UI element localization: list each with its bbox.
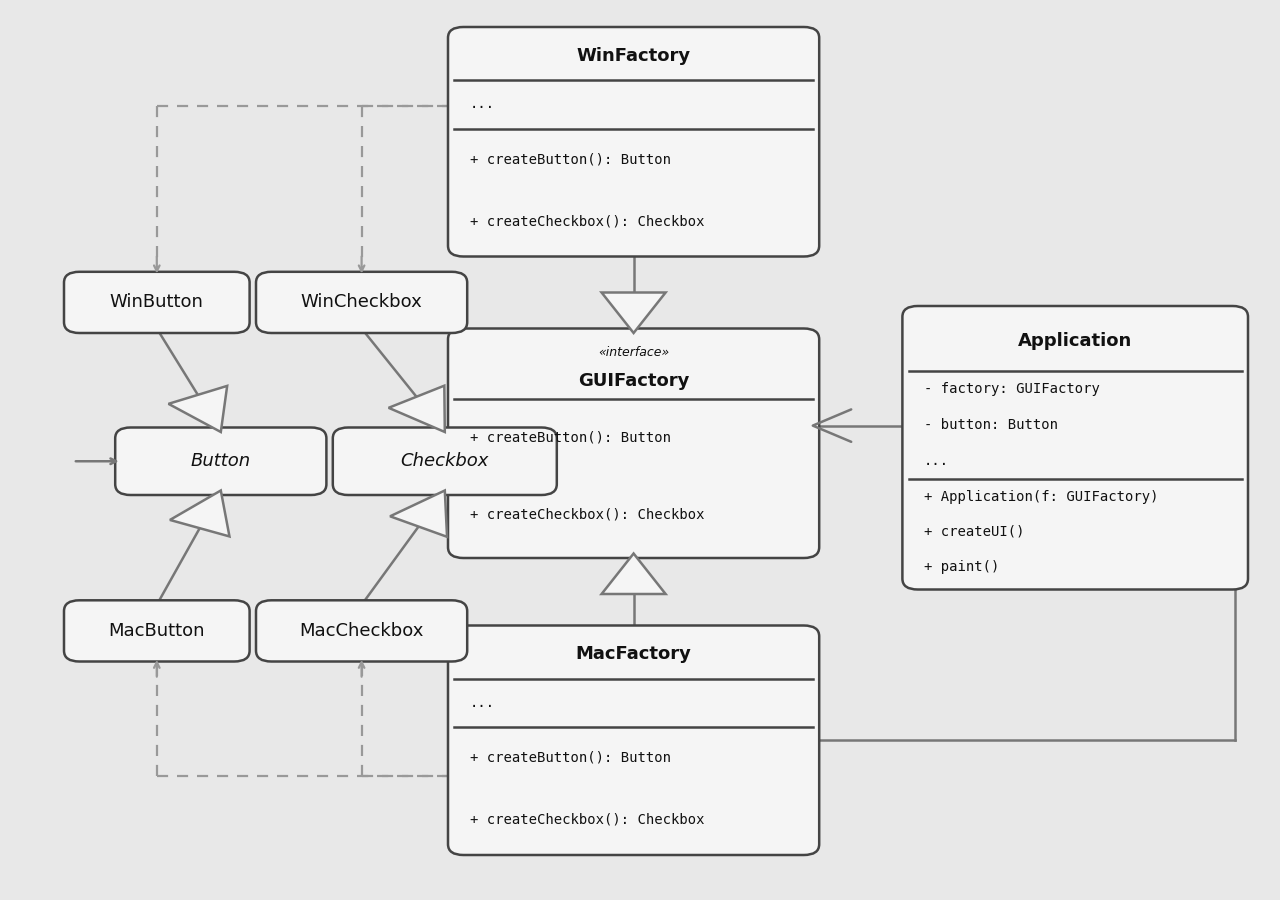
Polygon shape — [602, 554, 666, 594]
Text: WinCheckbox: WinCheckbox — [301, 293, 422, 311]
FancyBboxPatch shape — [333, 428, 557, 495]
Text: + createCheckbox(): Checkbox: + createCheckbox(): Checkbox — [470, 508, 704, 522]
Polygon shape — [390, 491, 447, 536]
Text: «interface»: «interface» — [598, 346, 669, 359]
FancyBboxPatch shape — [448, 27, 819, 256]
Text: ...: ... — [470, 97, 495, 112]
FancyBboxPatch shape — [448, 626, 819, 855]
Text: + createButton(): Button: + createButton(): Button — [470, 431, 671, 445]
Text: + createUI(): + createUI() — [924, 525, 1025, 539]
FancyBboxPatch shape — [256, 600, 467, 662]
Text: MacCheckbox: MacCheckbox — [300, 622, 424, 640]
Text: - button: Button: - button: Button — [924, 418, 1059, 432]
FancyBboxPatch shape — [115, 428, 326, 495]
FancyBboxPatch shape — [64, 600, 250, 662]
FancyBboxPatch shape — [64, 272, 250, 333]
Text: + createButton(): Button: + createButton(): Button — [470, 751, 671, 765]
Text: + Application(f: GUIFactory): + Application(f: GUIFactory) — [924, 490, 1158, 504]
FancyBboxPatch shape — [448, 328, 819, 558]
Polygon shape — [169, 386, 227, 432]
Text: + createCheckbox(): Checkbox: + createCheckbox(): Checkbox — [470, 813, 704, 826]
Text: + paint(): + paint() — [924, 561, 1000, 574]
Text: + createCheckbox(): Checkbox: + createCheckbox(): Checkbox — [470, 214, 704, 228]
Text: Checkbox: Checkbox — [401, 452, 489, 470]
Polygon shape — [602, 292, 666, 333]
Text: ...: ... — [470, 696, 495, 710]
Text: + createButton(): Button: + createButton(): Button — [470, 152, 671, 166]
FancyBboxPatch shape — [256, 272, 467, 333]
Text: WinButton: WinButton — [110, 293, 204, 311]
Text: MacButton: MacButton — [109, 622, 205, 640]
Polygon shape — [170, 491, 229, 536]
Text: WinFactory: WinFactory — [576, 47, 691, 65]
Text: - factory: GUIFactory: - factory: GUIFactory — [924, 382, 1100, 396]
Text: ...: ... — [924, 454, 950, 468]
Text: Application: Application — [1018, 332, 1133, 350]
FancyBboxPatch shape — [902, 306, 1248, 590]
Text: MacFactory: MacFactory — [576, 645, 691, 663]
Text: GUIFactory: GUIFactory — [577, 372, 690, 390]
Polygon shape — [389, 386, 445, 432]
Text: Button: Button — [191, 452, 251, 470]
